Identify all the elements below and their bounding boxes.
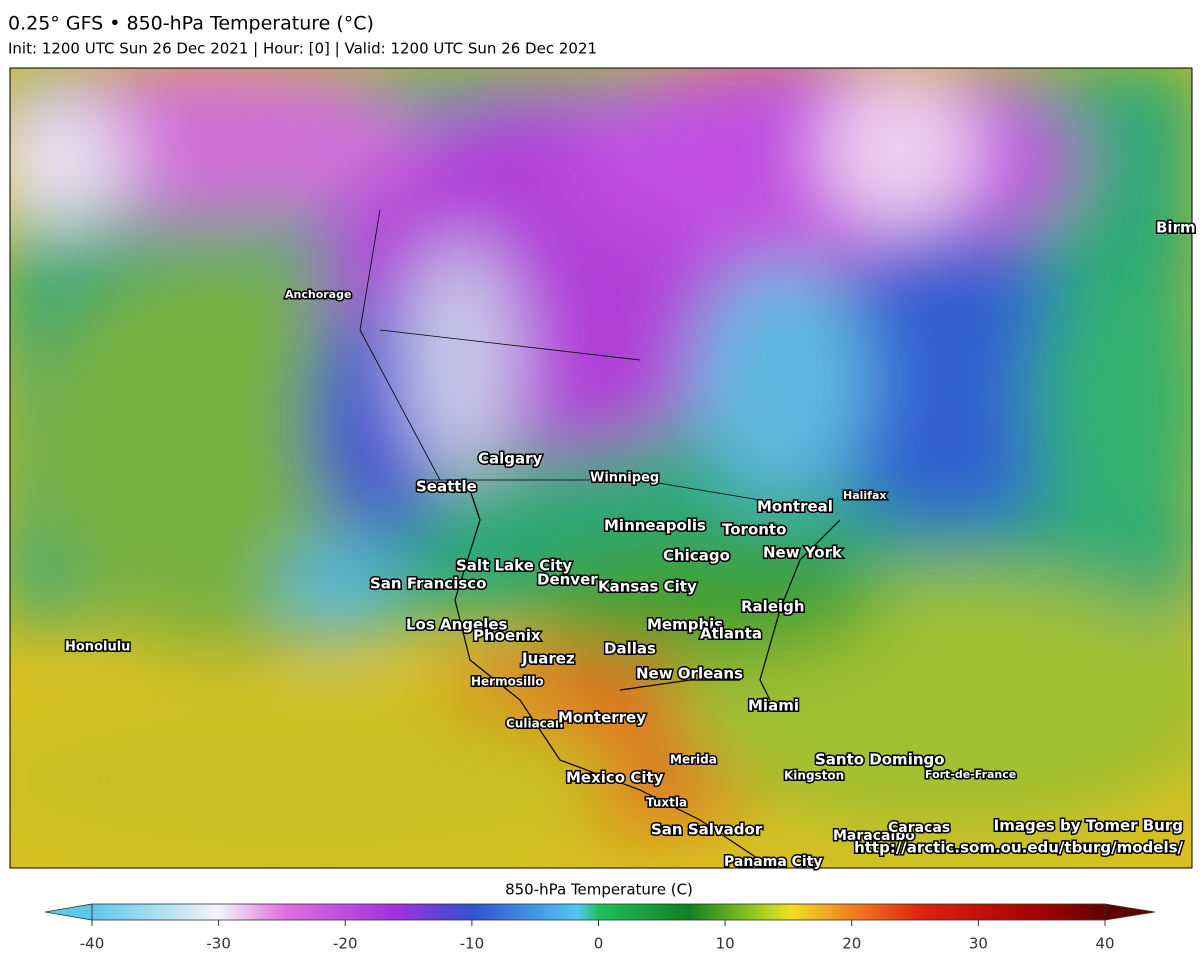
map	[10, 68, 1192, 868]
city-label: Miami	[748, 697, 799, 715]
city-label: New York	[763, 544, 843, 562]
city-label: Santo Domingo	[815, 751, 945, 769]
city-label: Monterrey	[558, 709, 646, 727]
tick-label: -10	[460, 935, 485, 953]
credit: Images by Tomer Burg	[994, 817, 1183, 835]
tick-label: -40	[80, 935, 105, 953]
colorbar-title: 850-hPa Temperature (C)	[505, 881, 693, 899]
colorbar	[91, 903, 1106, 921]
city-label: Maracaibo	[833, 828, 915, 844]
city-label: Phoenix	[473, 627, 541, 645]
city-label: Atlanta	[700, 625, 762, 643]
city-label: Montreal	[757, 498, 833, 516]
tick-label: -30	[206, 935, 231, 953]
city-label: Raleigh	[741, 598, 805, 616]
city-label: Tuxtla	[646, 796, 687, 810]
city-label: Fort-de-France	[925, 768, 1016, 781]
city-label: Hermosillo	[471, 675, 544, 689]
tick-label: 0	[594, 935, 604, 953]
city-label: San Francisco	[370, 575, 486, 593]
city-label: Memphis	[647, 616, 723, 634]
city-label: Honolulu	[65, 640, 130, 655]
city-label: Panama City	[724, 854, 823, 870]
tick-label: 40	[1095, 935, 1114, 953]
tick-label: 10	[716, 935, 735, 953]
colorbar-extend	[44, 903, 93, 921]
title: 0.25° GFS • 850-hPa Temperature (°C)	[8, 13, 374, 35]
city-label: Dallas	[604, 640, 656, 658]
subtitle: Init: 1200 UTC Sun 26 Dec 2021 | Hour: […	[8, 40, 597, 58]
city-label: San Salvador	[651, 821, 763, 839]
city-label: Kingston	[784, 769, 844, 783]
city-label: Salt Lake City	[456, 557, 572, 575]
city-label: Denver	[537, 571, 598, 589]
colorbar-extend	[1104, 903, 1156, 921]
city-label: Caracas	[888, 820, 950, 836]
city-label: Mexico City	[566, 769, 664, 787]
tick-label: -20	[333, 935, 358, 953]
city-label: Winnipeg	[590, 471, 659, 486]
city-label: Halifax	[843, 489, 886, 502]
city-label: Los Angeles	[406, 616, 508, 634]
credit: http://arctic.som.ou.edu/tburg/models/	[854, 839, 1183, 857]
city-label: Birm	[1156, 219, 1196, 237]
city-label: Juarez	[521, 650, 575, 668]
city-label: Calgary	[478, 450, 543, 468]
map-frame	[9, 67, 1193, 869]
city-label: Kansas City	[598, 578, 697, 596]
tick-label: 20	[842, 935, 861, 953]
city-label: Chicago	[663, 547, 730, 565]
city-label: Merida	[670, 753, 717, 767]
city-label: Seattle	[416, 478, 477, 496]
tick-label: 30	[969, 935, 988, 953]
city-label: Culiacan	[506, 717, 563, 731]
city-label: Toronto	[722, 521, 786, 539]
city-label: Minneapolis	[604, 517, 706, 535]
city-label: New Orleans	[636, 665, 743, 683]
city-label: Anchorage	[285, 288, 351, 301]
